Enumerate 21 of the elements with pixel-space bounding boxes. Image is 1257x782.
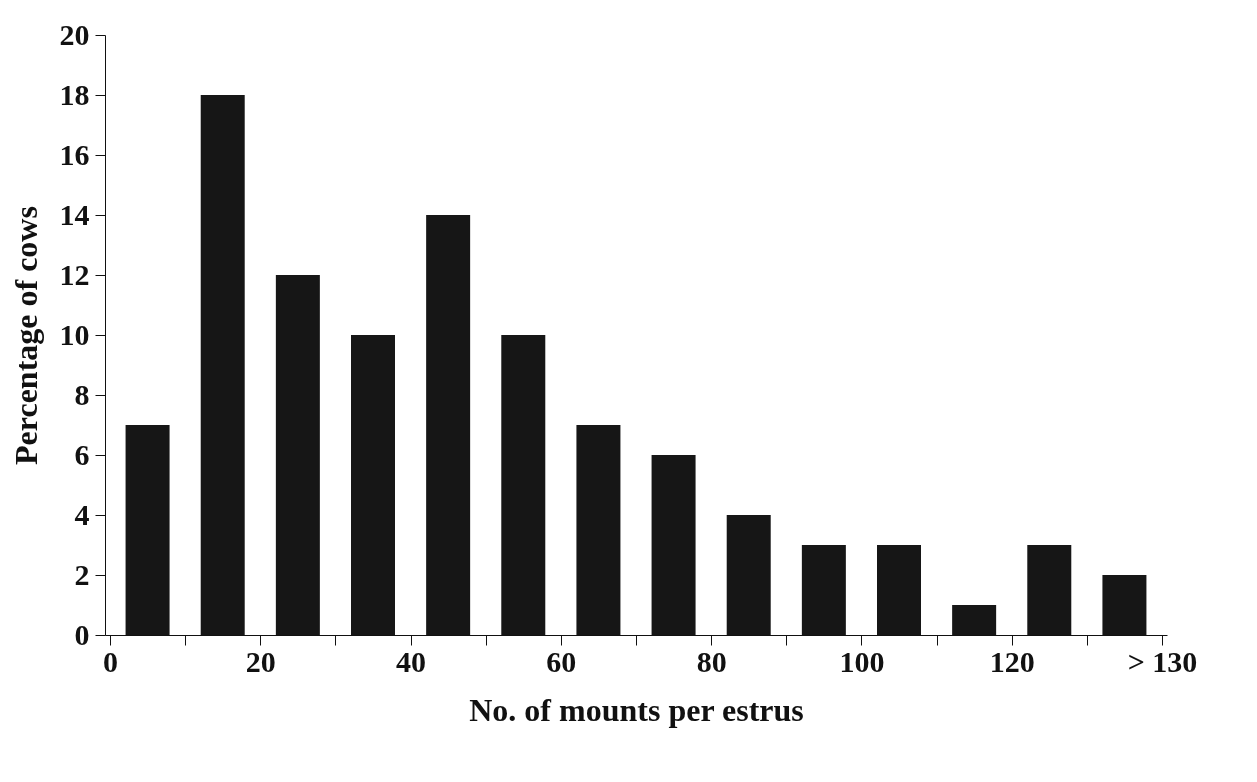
y-tick-label: 8	[74, 377, 90, 411]
x-tick-label: 40	[396, 644, 427, 678]
y-tick-label: 20	[59, 17, 90, 51]
x-tick-label: 60	[546, 644, 577, 678]
x-axis-title: No. of mounts per estrus	[469, 691, 804, 728]
y-tick-label: 4	[74, 497, 90, 531]
y-tick-label: 0	[74, 617, 90, 651]
y-tick-label: 10	[59, 317, 90, 351]
y-tick-label: 14	[59, 197, 90, 231]
y-axis-title: Percentage of cows	[7, 206, 44, 465]
y-tick-label: 12	[59, 257, 90, 291]
y-tick-label: 6	[74, 437, 90, 471]
y-tick-label: 18	[59, 77, 90, 111]
y-tick-label: 16	[59, 137, 90, 171]
x-tick-label: 80	[696, 644, 727, 678]
x-tick-label: 0	[103, 644, 118, 678]
x-tick-label: > 130	[1127, 644, 1198, 678]
x-tick-label: 100	[839, 644, 885, 678]
x-tick-label: 120	[989, 644, 1035, 678]
y-tick-label: 2	[74, 557, 90, 591]
x-tick-label: 20	[245, 644, 276, 678]
